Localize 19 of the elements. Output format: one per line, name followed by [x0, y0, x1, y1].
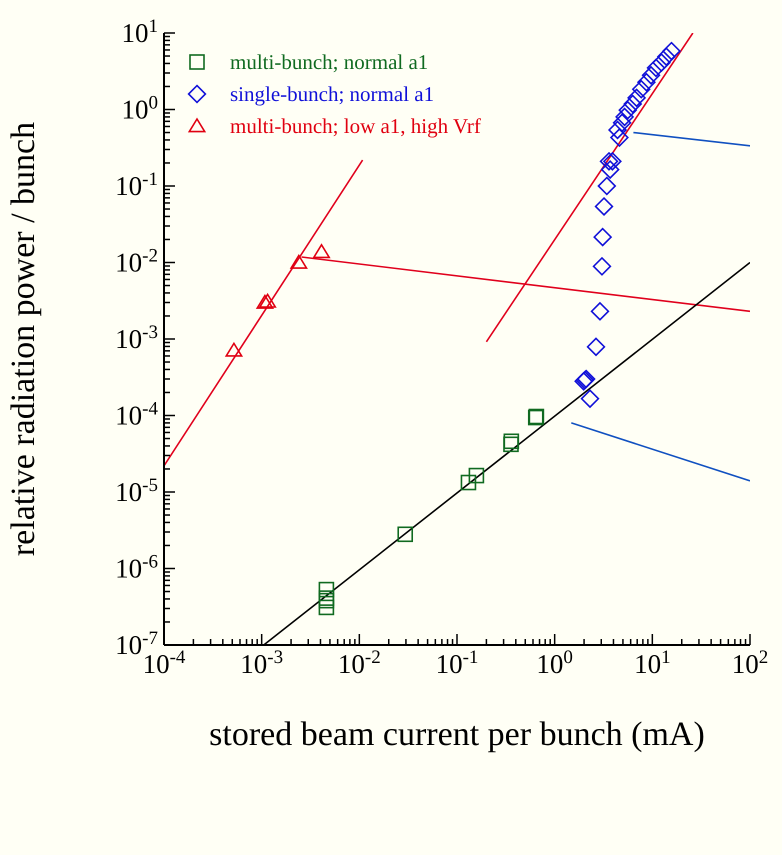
y-tick-label: 10$^{-4}$: [115, 398, 158, 430]
y-tick-label: 10$^{-2}$: [115, 245, 158, 278]
x-tick-label: 10$^{-1}$: [436, 646, 478, 679]
y-tick-label: 10$^{-5}$: [115, 474, 158, 507]
x-tick-label: 10$^{-3}$: [240, 646, 284, 679]
x-tick-label: 10$^{1}$: [634, 646, 671, 679]
x-tick-label: 10$^{2}$: [732, 646, 768, 679]
legend-label: multi-bunch; normal a1: [230, 49, 428, 76]
y-tick-label: 10$^{-6}$: [115, 551, 158, 584]
x-tick-label: 10$^{0}$: [536, 646, 573, 679]
x-axis-title: stored beam current per bunch (mA): [209, 716, 705, 753]
legend-label: single-bunch; normal a1: [230, 81, 434, 108]
y-axis-title: relative radiation power / bunch: [5, 122, 42, 556]
y-tick-label: 10$^{0}$: [122, 92, 158, 124]
y-tick-label: 10$^{-1}$: [115, 168, 158, 201]
x-tick-label: 10$^{-2}$: [338, 646, 381, 679]
y-tick-label: 10$^{1}$: [122, 16, 158, 48]
y-tick-label: 10$^{-3}$: [115, 322, 158, 354]
legend-label: multi-bunch; low a1, high Vrf: [230, 113, 481, 140]
